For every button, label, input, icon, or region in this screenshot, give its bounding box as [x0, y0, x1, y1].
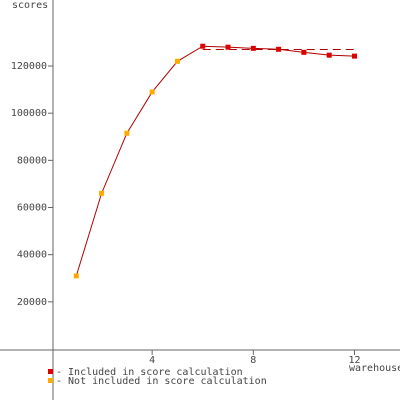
legend-marker	[48, 378, 53, 383]
y-tick-label: 60000	[17, 203, 47, 214]
score-line	[75, 45, 355, 277]
data-point	[99, 190, 105, 196]
x-axis-label: warehouses	[349, 363, 400, 374]
y-tick-label: 100000	[11, 108, 47, 119]
data-point	[301, 49, 307, 55]
data-point	[351, 53, 357, 59]
y-axis-label: scores	[12, 0, 48, 11]
y-tick-label: 20000	[17, 297, 47, 308]
legend-label: - Not included in score calculation	[56, 376, 267, 387]
x-tick-label: 12	[348, 355, 360, 366]
legend-marker	[48, 369, 53, 374]
data-point	[326, 52, 332, 58]
data-point	[276, 46, 282, 52]
data-point	[225, 44, 231, 50]
y-tick-label: 120000	[11, 61, 47, 72]
y-tick-label: 40000	[17, 250, 47, 261]
data-point	[124, 130, 130, 136]
data-point	[73, 273, 79, 279]
data-point	[250, 45, 256, 51]
data-point	[149, 89, 155, 95]
x-tick-label: 4	[149, 355, 155, 366]
data-point	[174, 58, 180, 64]
y-tick-label: 80000	[17, 155, 47, 166]
x-tick-label: 8	[250, 355, 256, 366]
data-point	[200, 43, 206, 49]
legend-label: - Included in score calculation	[56, 367, 243, 378]
